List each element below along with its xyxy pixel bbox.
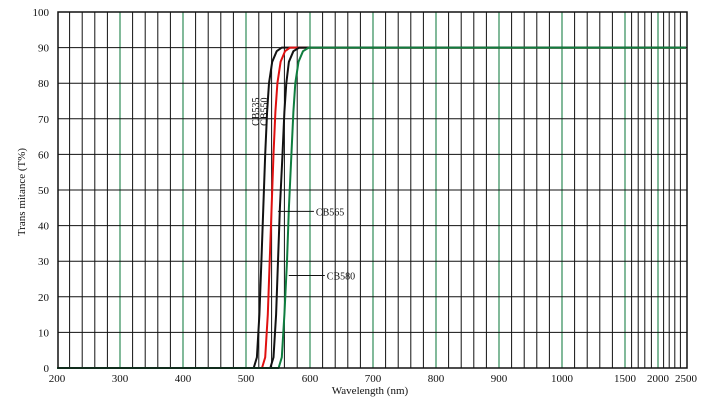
y-tick-label: 60 [38,149,50,161]
plot-frame [57,11,688,369]
x-tick-label: 600 [302,373,319,385]
x-tick-label: 500 [238,373,255,385]
plot-border [57,11,688,369]
y-tick-label: 50 [38,185,50,197]
x-tick-label: 2000 [647,373,670,385]
series-line-cb565 [57,46,686,369]
x-tick-label: 300 [112,373,129,385]
y-tick-label: 70 [38,114,50,126]
y-tick-label: 80 [38,78,50,90]
y-tick-label: 90 [38,43,50,55]
y-axis-title: Trans mitance (T%) [16,148,28,237]
y-tick-label: 100 [33,7,50,19]
series-label-cb580: CB580 [327,271,355,282]
x-tick-label: 400 [175,373,192,385]
series-label-cb535: CB535 [251,98,262,126]
x-axis-title: Wavelength (nm) [332,385,409,397]
x-tick-label: 2500 [675,373,698,385]
series-line-cb550 [57,46,686,369]
y-tick-label: 40 [38,221,50,233]
y-tick-label: 0 [44,363,50,375]
x-tick-label: 1000 [551,373,574,385]
y-tick-label: 10 [38,327,50,339]
x-tick-label: 900 [491,373,508,385]
x-tick-label: 800 [428,373,445,385]
tick-labels: 0 10 20 30 40 50 60 70 80 90 100 200 300 400 500 600 700… [33,7,698,385]
y-tick-label: 20 [38,292,50,304]
x-tick-label: 1500 [614,373,637,385]
y-tick-label: 30 [38,256,50,268]
grid-lines [58,11,687,369]
series-lines [57,46,686,369]
series-label-cb565: CB565 [316,207,344,218]
series-line-cb535 [57,46,686,369]
series-line-cb580 [57,46,686,369]
x-tick-label: 700 [365,373,382,385]
series-label-cb550: CB550 [260,98,271,126]
x-tick-label: 200 [49,373,66,385]
